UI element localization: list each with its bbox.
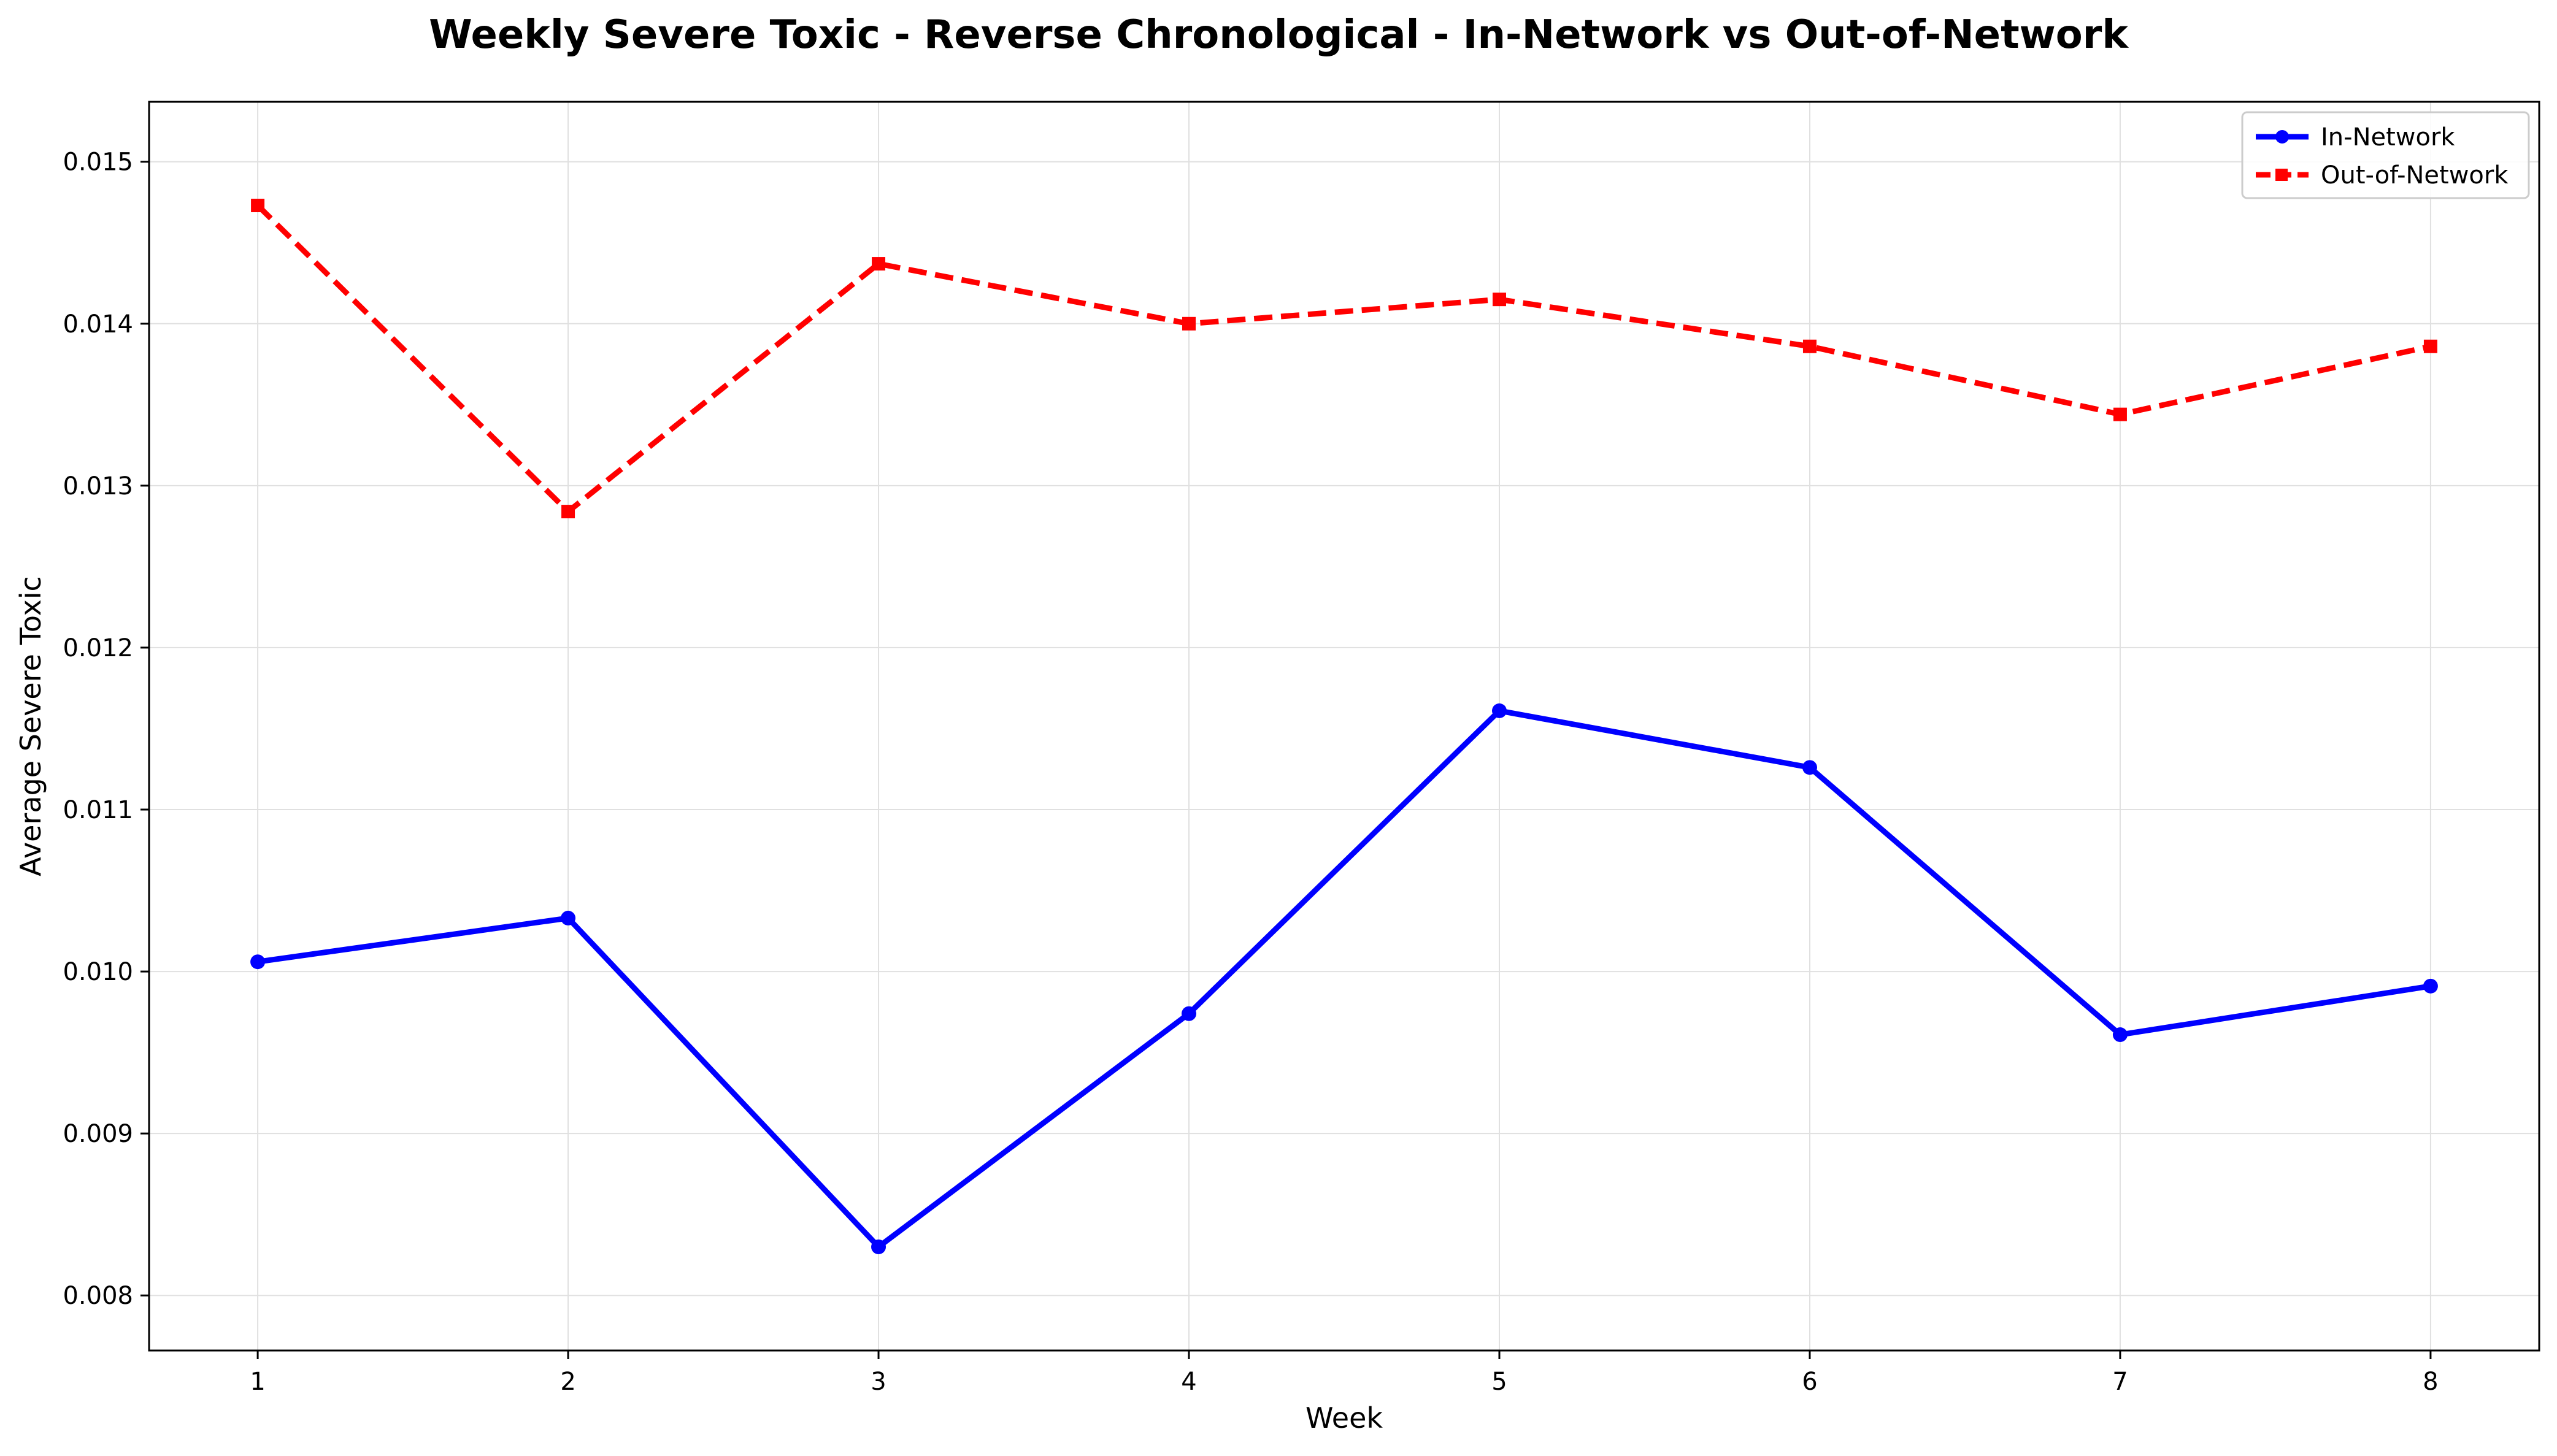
data-point-in-network — [250, 954, 266, 970]
data-point-in-network — [561, 910, 576, 925]
legend-marker-in-network — [2275, 130, 2289, 144]
legend-box — [2241, 111, 2530, 199]
data-point-out-of-network — [251, 199, 265, 213]
data-point-out-of-network — [1802, 339, 1817, 353]
data-point-in-network — [2112, 1027, 2128, 1043]
x-tick-label: 5 — [1491, 1368, 1507, 1396]
x-axis: 1 2 3 4 5 6 7 8 — [250, 1351, 2439, 1396]
y-tick-label: 0.013 — [63, 472, 133, 500]
x-tick-label: 2 — [560, 1368, 575, 1396]
data-point-out-of-network — [1492, 293, 1506, 307]
y-tick-label: 0.011 — [63, 796, 133, 824]
legend: In-Network Out-of-Network — [2241, 111, 2530, 199]
plot-frame — [148, 101, 2540, 1352]
data-point-in-network — [1491, 703, 1507, 718]
data-point-out-of-network — [1182, 316, 1196, 331]
x-tick-label: 3 — [871, 1368, 886, 1396]
data-point-out-of-network — [561, 505, 575, 519]
data-point-out-of-network — [2423, 339, 2437, 353]
x-tick-label: 4 — [1181, 1368, 1196, 1396]
series-line-in-network — [255, 708, 2434, 1250]
data-point-in-network — [871, 1239, 886, 1254]
chart-title: Weekly Severe Toxic - Reverse Chronologi… — [429, 12, 2129, 58]
legend-label-out-of-network: Out-of-Network — [2321, 161, 2509, 190]
legend-label-in-network: In-Network — [2321, 123, 2455, 151]
x-tick-label: 7 — [2112, 1368, 2128, 1396]
data-point-in-network — [1802, 760, 1817, 775]
grid — [149, 102, 2539, 1351]
y-tick-label: 0.009 — [63, 1120, 133, 1148]
x-tick-label: 8 — [2423, 1368, 2438, 1396]
data-point-out-of-network — [2113, 407, 2127, 421]
y-tick-label: 0.012 — [63, 634, 133, 662]
y-tick-label: 0.010 — [63, 958, 133, 986]
y-tick-label: 0.015 — [63, 148, 133, 177]
data-point-out-of-network — [872, 257, 886, 271]
data-point-in-network — [1182, 1006, 1197, 1021]
series-line-out-of-network — [255, 203, 2431, 515]
series-layer — [250, 199, 2438, 1254]
x-tick-label: 6 — [1802, 1368, 1817, 1396]
x-tick-label: 1 — [250, 1368, 265, 1396]
legend-marker-out-of-network — [2275, 169, 2288, 181]
y-axis: 0.008 0.009 0.010 0.011 0.012 0.013 0.014 0.015 — [63, 148, 149, 1310]
y-tick-label: 0.008 — [63, 1282, 133, 1310]
y-axis-label: Average Severe Toxic — [14, 576, 47, 876]
y-tick-label: 0.014 — [63, 310, 133, 339]
x-axis-label: Week — [1305, 1401, 1383, 1435]
data-point-in-network — [2423, 978, 2438, 994]
